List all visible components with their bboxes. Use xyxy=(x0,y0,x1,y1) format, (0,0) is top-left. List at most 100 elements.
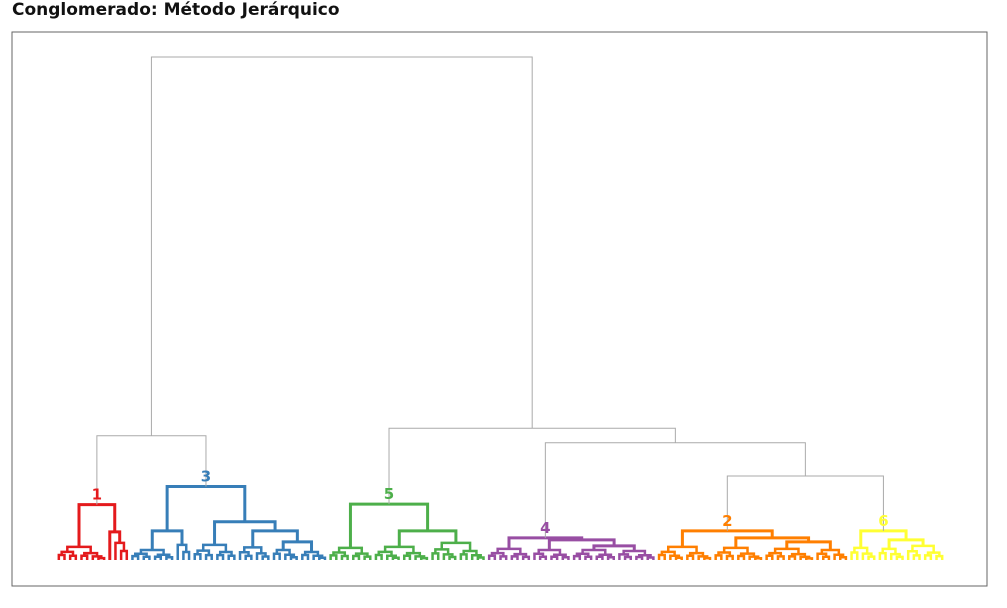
leaf-merge-link xyxy=(686,554,695,560)
leaf-merge-link xyxy=(80,554,89,560)
leaf-merge-link xyxy=(386,554,397,560)
leaf-merge-link xyxy=(352,554,361,560)
leaf-merge-link xyxy=(391,556,400,560)
leaf-merge-link xyxy=(618,553,630,560)
leaf-merge-link xyxy=(776,555,785,560)
cluster-merge-link xyxy=(397,529,458,547)
cluster-labels: 1 3 5 4 2 6 xyxy=(92,468,889,537)
leaf-merge-link xyxy=(405,551,422,557)
leaf-merge-link xyxy=(878,551,887,560)
plot-frame xyxy=(11,31,988,587)
leaf-merge-link xyxy=(97,556,106,560)
leaf-merge-link xyxy=(227,554,236,560)
leaf-merge-link xyxy=(60,550,75,556)
leaf-merge-link xyxy=(935,554,944,560)
leaf-merge-link xyxy=(431,552,440,560)
leaf-merge-link xyxy=(272,552,281,560)
leaf-merge-link xyxy=(419,556,429,560)
leaf-merge-link xyxy=(312,554,324,560)
leaf-merge-link xyxy=(193,552,202,560)
leaf-merge-link xyxy=(606,555,615,560)
leaf-merge-link xyxy=(142,555,151,560)
leaf-merge-link xyxy=(714,554,723,560)
leaf-merge-link xyxy=(153,555,163,560)
leaf-merge-link xyxy=(521,555,531,560)
leaf-merge-link xyxy=(459,553,468,560)
leaf-merge-link xyxy=(561,555,570,560)
leaf-merge-link xyxy=(623,555,632,560)
leaf-merge-link xyxy=(657,553,666,560)
leaf-merge-link xyxy=(584,555,593,560)
leaf-merge-link xyxy=(510,555,519,560)
top-level-link xyxy=(96,435,207,505)
leaf-merge-link xyxy=(550,555,559,560)
leaf-merge-link xyxy=(244,554,253,560)
leaf-merge-link xyxy=(476,556,485,560)
leaf-merge-link xyxy=(402,554,412,560)
leaf-merge-link xyxy=(575,552,590,557)
leaf-merge-link xyxy=(329,554,338,560)
leaf-merge-link xyxy=(57,553,66,560)
cluster-merge-link xyxy=(213,520,277,545)
leaf-merge-link xyxy=(261,555,270,560)
leaf-merge-link xyxy=(867,555,876,560)
chart-title: Conglomerado: Método Jerárquico xyxy=(12,0,340,20)
cluster-label-6: 6 xyxy=(878,512,888,530)
leaf-merge-link xyxy=(499,555,508,560)
leaf-merge-link xyxy=(363,555,372,560)
cluster-label-2: 2 xyxy=(722,512,732,530)
leaf-merge-link xyxy=(182,550,191,560)
leaf-merge-link xyxy=(318,556,327,560)
leaf-merge-link xyxy=(754,556,763,560)
cluster-merge-link xyxy=(251,529,299,548)
top-level-link xyxy=(150,56,533,436)
leaf-merge-link xyxy=(204,553,213,560)
cluster-merge-link xyxy=(887,538,925,549)
leaf-merge-link xyxy=(799,555,811,560)
leaf-merge-link xyxy=(134,552,148,557)
dendrogram-links xyxy=(57,56,944,560)
leaf-merge-link xyxy=(637,553,652,558)
leaf-merge-link xyxy=(131,554,140,560)
leaf-merge-link xyxy=(688,551,705,557)
leaf-merge-link xyxy=(674,556,683,560)
leaf-merge-link xyxy=(374,553,383,560)
leaf-merge-link xyxy=(165,555,174,560)
leaf-merge-link xyxy=(646,556,655,560)
leaf-merge-link xyxy=(669,554,681,560)
leaf-merge-link xyxy=(216,553,225,560)
leaf-merge-link xyxy=(788,555,797,560)
leaf-merge-link xyxy=(448,555,457,560)
leaf-merge-link xyxy=(595,555,604,560)
cluster-merge-link xyxy=(165,485,247,531)
cluster-label-1: 1 xyxy=(92,486,102,504)
leaf-merge-link xyxy=(218,550,233,556)
leaf-merge-link xyxy=(377,550,393,556)
leaf-merge-link xyxy=(703,556,712,560)
leaf-merge-link xyxy=(434,548,450,555)
leaf-merge-link xyxy=(414,555,426,560)
leaf-merge-link xyxy=(119,549,129,560)
leaf-merge-link xyxy=(805,557,814,560)
leaf-merge-link xyxy=(912,554,921,560)
leaf-merge-link xyxy=(340,554,349,560)
cluster-label-4: 4 xyxy=(540,519,550,537)
leaf-merge-link xyxy=(301,553,310,560)
leaf-merge-link xyxy=(68,554,78,560)
leaf-merge-link xyxy=(816,552,828,560)
top-level-link xyxy=(388,427,676,505)
leaf-merge-link xyxy=(697,555,709,560)
leaf-merge-link xyxy=(572,554,582,560)
leaf-merge-link xyxy=(91,555,103,560)
leaf-merge-link xyxy=(538,555,548,560)
leaf-merge-link xyxy=(635,555,644,560)
leaf-merge-link xyxy=(926,551,941,557)
leaf-merge-link xyxy=(83,551,99,557)
leaf-merge-link xyxy=(487,554,497,560)
leaf-merge-link xyxy=(906,550,918,560)
leaf-merge-link xyxy=(765,554,774,560)
leaf-merge-link xyxy=(737,554,746,560)
leaf-merge-link xyxy=(923,554,933,560)
leaf-merge-link xyxy=(725,554,734,560)
